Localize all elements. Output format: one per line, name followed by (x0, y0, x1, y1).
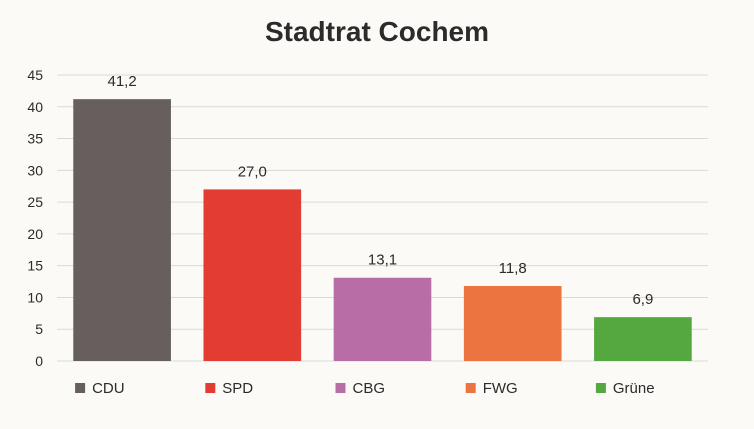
data-label: 11,8 (499, 260, 527, 277)
bar-spd (203, 189, 302, 361)
legend-label: FWG (483, 380, 518, 397)
y-tick-label: 0 (35, 353, 43, 369)
legend-swatch (595, 383, 606, 393)
bar-cdu (73, 99, 171, 361)
legend: CDU SPD CBG FWG Grüne (75, 380, 655, 397)
y-tick-label: 45 (27, 67, 43, 83)
data-labels: 41,2 27,0 13,1 11,8 6,9 (107, 73, 653, 308)
bar-fwg (463, 286, 562, 361)
data-label: 27,0 (238, 163, 267, 180)
bar-gr-ne (594, 317, 692, 361)
y-tick-label: 25 (27, 194, 43, 210)
legend-label: CDU (92, 380, 125, 397)
data-label: 13,1 (368, 252, 397, 269)
y-tick-label: 30 (27, 162, 43, 178)
legend-swatch (75, 383, 86, 393)
chart-title: Stadtrat Cochem (265, 16, 489, 47)
bar-cbg (333, 277, 432, 361)
y-tick-label: 15 (27, 258, 43, 274)
legend-swatch (465, 383, 476, 393)
y-tick-label: 40 (27, 99, 43, 115)
y-tick-label: 5 (35, 321, 43, 337)
y-axis-tick-labels: 0 5 10 15 20 25 30 35 40 45 (27, 67, 43, 369)
y-tick-label: 20 (27, 226, 43, 242)
data-label: 41,2 (107, 73, 136, 90)
legend-label: Grüne (613, 380, 655, 397)
y-tick-label: 35 (27, 131, 43, 147)
data-label: 6,9 (632, 291, 653, 308)
legend-label: SPD (222, 380, 253, 397)
bars (73, 99, 692, 361)
legend-swatch (205, 383, 216, 393)
legend-swatch (335, 383, 346, 393)
legend-label: CBG (353, 380, 386, 397)
y-tick-label: 10 (27, 289, 43, 305)
